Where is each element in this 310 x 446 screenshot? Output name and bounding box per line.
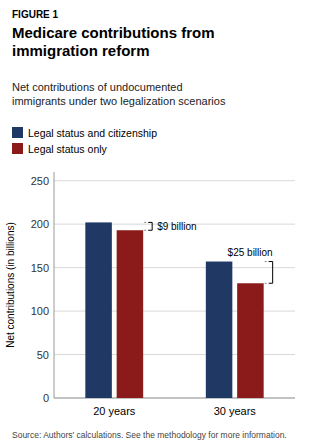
legend-swatch [12,143,23,154]
bracket [152,222,153,230]
y-tick-label: 150 [31,262,49,274]
y-tick-label: 0 [43,392,49,404]
bracket-leader [265,261,269,262]
source-line: Source: Authors' calculations. See the m… [12,430,287,440]
bar [117,230,144,398]
x-tick-label: 20 years [93,405,136,417]
y-tick-label: 50 [37,349,49,361]
y-tick-label: 200 [31,218,49,230]
grid-line [54,180,295,181]
subtitle-line: immigrants under two legalization scenar… [12,95,226,107]
title-line: Medicare contributions from [12,24,215,41]
y-tick-label: 250 [31,175,49,187]
bar [237,283,264,398]
annotation: $25 billion [228,247,273,258]
bracket-arm [148,230,152,231]
y-axis-label: Net contributions (in billions) [5,222,16,348]
bracket-leader [265,283,269,284]
subtitle: Net contributions of undocumented immigra… [12,81,226,107]
legend-label: Legal status and citizenship [28,127,157,139]
annotation: $9 billion [157,221,196,232]
title-line: immigration reform [12,42,150,59]
bracket-arm [148,222,152,223]
legend-label: Legal status only [28,143,108,155]
source: Source: Authors' calculations. See the m… [12,430,287,440]
x-tick-label: 30 years [214,405,257,417]
bar [206,262,233,398]
figure-label: FIGURE 1 [12,9,59,20]
bracket-leader [144,222,148,223]
y-tick-label: 100 [31,305,49,317]
bar [85,222,112,398]
subtitle-line: Net contributions of undocumented [12,81,183,93]
bracket-arm [269,283,273,284]
legend-swatch [12,127,23,138]
title: Medicare contributions fromimmigration r… [12,24,215,59]
bracket [272,262,273,284]
bracket-leader [144,230,148,231]
chart: FIGURE 1Medicare contributions fromimmig… [0,0,310,446]
bracket-arm [269,261,273,262]
y-axis-line [54,172,55,398]
